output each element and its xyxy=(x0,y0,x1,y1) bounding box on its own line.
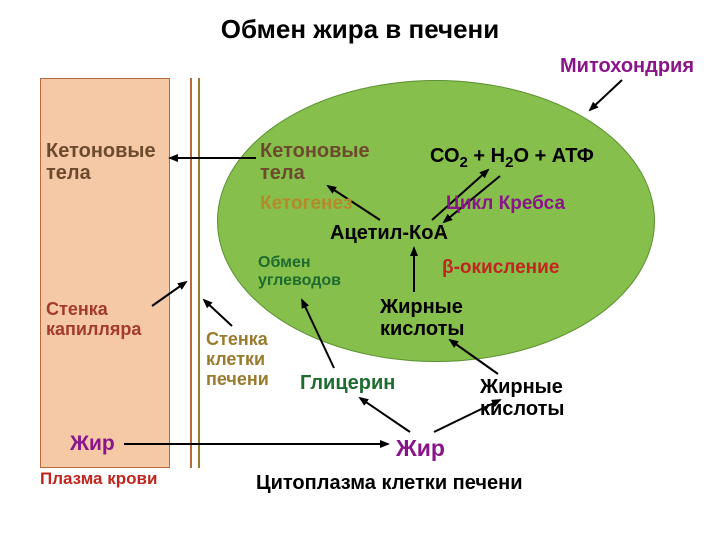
fat-cyto-label: Жир xyxy=(396,436,445,461)
cytoplasm-label: Цитоплазма клетки печени xyxy=(256,472,522,494)
fatty-acids-mito-label: Жирныекислоты xyxy=(380,296,464,340)
krebs-cycle-label: Цикл Кребса xyxy=(446,194,565,215)
fat-to-glyc-arrow xyxy=(360,398,410,432)
plasma-rect xyxy=(40,78,170,468)
page-title: Обмен жира в печени xyxy=(0,14,720,45)
diagram-stage: Обмен жира в печени Митохондрия Кетоновы… xyxy=(0,0,720,540)
cell-wall-label: Стенкаклеткипечени xyxy=(206,330,269,389)
fat-plasma-label: Жир xyxy=(70,432,115,455)
co2-sub: 2 xyxy=(460,154,468,171)
capillary-wall-label: Стенкакапилляра xyxy=(46,300,141,340)
h-text: + Н xyxy=(468,145,505,167)
acetyl-coa-label: Ацетил-КоА xyxy=(330,222,448,244)
carb-exchange-label: Обменуглеводов xyxy=(258,254,341,289)
ketone-bodies-plasma-label: Кетоновыетела xyxy=(46,140,156,184)
beta-oxidation-label: β-окисление xyxy=(442,258,559,279)
co2-h2o-atp-label: СО2 + Н2О + АТФ xyxy=(430,145,594,171)
ketone-bodies-mito-label: Кетоновыетела xyxy=(260,140,370,184)
cell-wall-line xyxy=(198,78,200,468)
co2-text: СО xyxy=(430,145,460,167)
fatty-acids-cyto-label: Жирныекислоты xyxy=(480,376,564,420)
mitochondria-label: Митохондрия xyxy=(560,55,694,77)
mito-label-arrow xyxy=(590,80,622,110)
glycerin-label: Глицерин xyxy=(300,372,395,394)
ketogenesis-label: Кетогенез xyxy=(260,194,353,215)
plasma-label: Плазма крови xyxy=(40,470,157,489)
capillary-wall-line xyxy=(190,78,192,468)
cell-wall-arrow xyxy=(204,300,232,326)
o-atp-text: О + АТФ xyxy=(513,145,593,167)
